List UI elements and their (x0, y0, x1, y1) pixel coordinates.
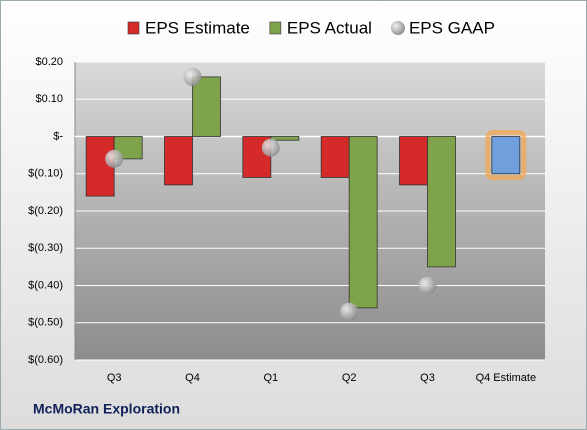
y-tick-label: $(0.30) (28, 242, 63, 254)
y-tick-label: $(0.10) (28, 168, 63, 180)
bar (348, 136, 378, 309)
x-tick-label: Q2 (342, 372, 357, 384)
legend-swatch (127, 21, 140, 35)
bar (242, 136, 272, 178)
legend-label: EPS GAAP (409, 18, 495, 37)
bar (164, 136, 193, 186)
forecast-glow (485, 130, 527, 181)
x-tick-label: Q3 (107, 372, 122, 384)
gaap-marker (418, 276, 437, 295)
bar (270, 136, 300, 141)
gaap-marker (261, 138, 280, 157)
y-tick-label: $0.10 (35, 93, 63, 105)
y-tick-label: $0.20 (35, 56, 63, 68)
gaap-marker (340, 302, 359, 321)
legend-marker (390, 21, 405, 35)
y-tick-label: $(0.20) (28, 205, 63, 217)
bar (192, 76, 221, 137)
legend-swatch (269, 21, 282, 35)
y-tick-label: $(0.40) (28, 279, 63, 291)
gaap-marker (105, 149, 124, 168)
gaap-marker (183, 67, 202, 86)
footer: McMoRan Exploration (33, 401, 180, 417)
bar (399, 136, 428, 186)
y-tick-label: $(0.50) (28, 317, 63, 329)
y-tick-label: $- (53, 130, 63, 142)
y-tick-label: $(0.60) (28, 354, 63, 366)
legend-label: EPS Actual (287, 18, 372, 37)
x-tick-label: Q1 (263, 372, 278, 384)
bar (320, 136, 350, 178)
x-tick-label: Q3 (420, 372, 435, 384)
bar (427, 136, 456, 268)
legend-label: EPS Estimate (145, 18, 250, 37)
x-tick-label: Q4 (185, 372, 200, 384)
bar (491, 136, 521, 175)
x-tick-label: Q4 Estimate (476, 372, 537, 384)
